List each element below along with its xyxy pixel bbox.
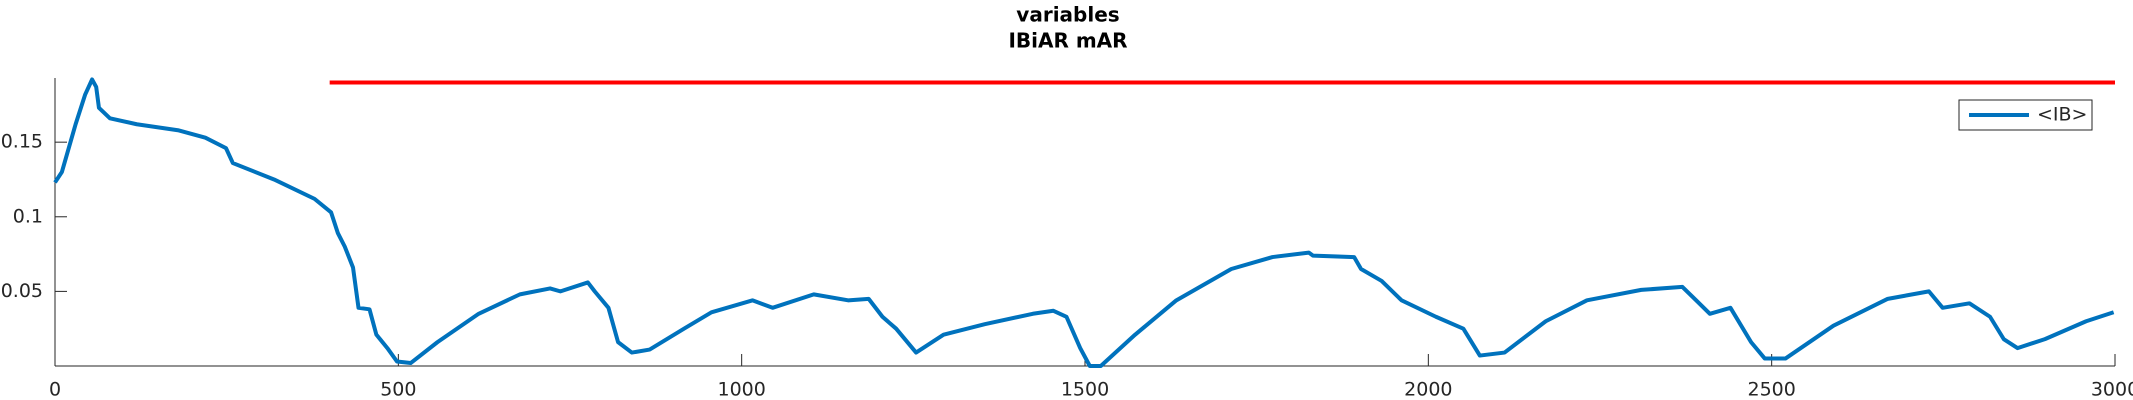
x-tick-label: 2500 xyxy=(1747,379,1795,400)
y-tick-label: 0.15 xyxy=(1,131,43,153)
x-tick-label: 1000 xyxy=(717,379,765,400)
chart-title: variables xyxy=(1016,3,1119,27)
line-series xyxy=(53,77,2115,368)
x-tick-label: 1500 xyxy=(1061,379,1109,400)
legend-label: <IB> xyxy=(2037,104,2087,126)
x-tick-label: 500 xyxy=(380,379,416,400)
x-tick-label: 0 xyxy=(49,379,61,400)
y-tick-label: 0.05 xyxy=(1,280,43,302)
chart-subtitle: IBiAR mAR xyxy=(1008,29,1127,53)
x-tick-label: 2000 xyxy=(1404,379,1452,400)
y-tick-label: 0.1 xyxy=(13,205,43,227)
x-tick-label: 3000 xyxy=(2091,379,2133,400)
